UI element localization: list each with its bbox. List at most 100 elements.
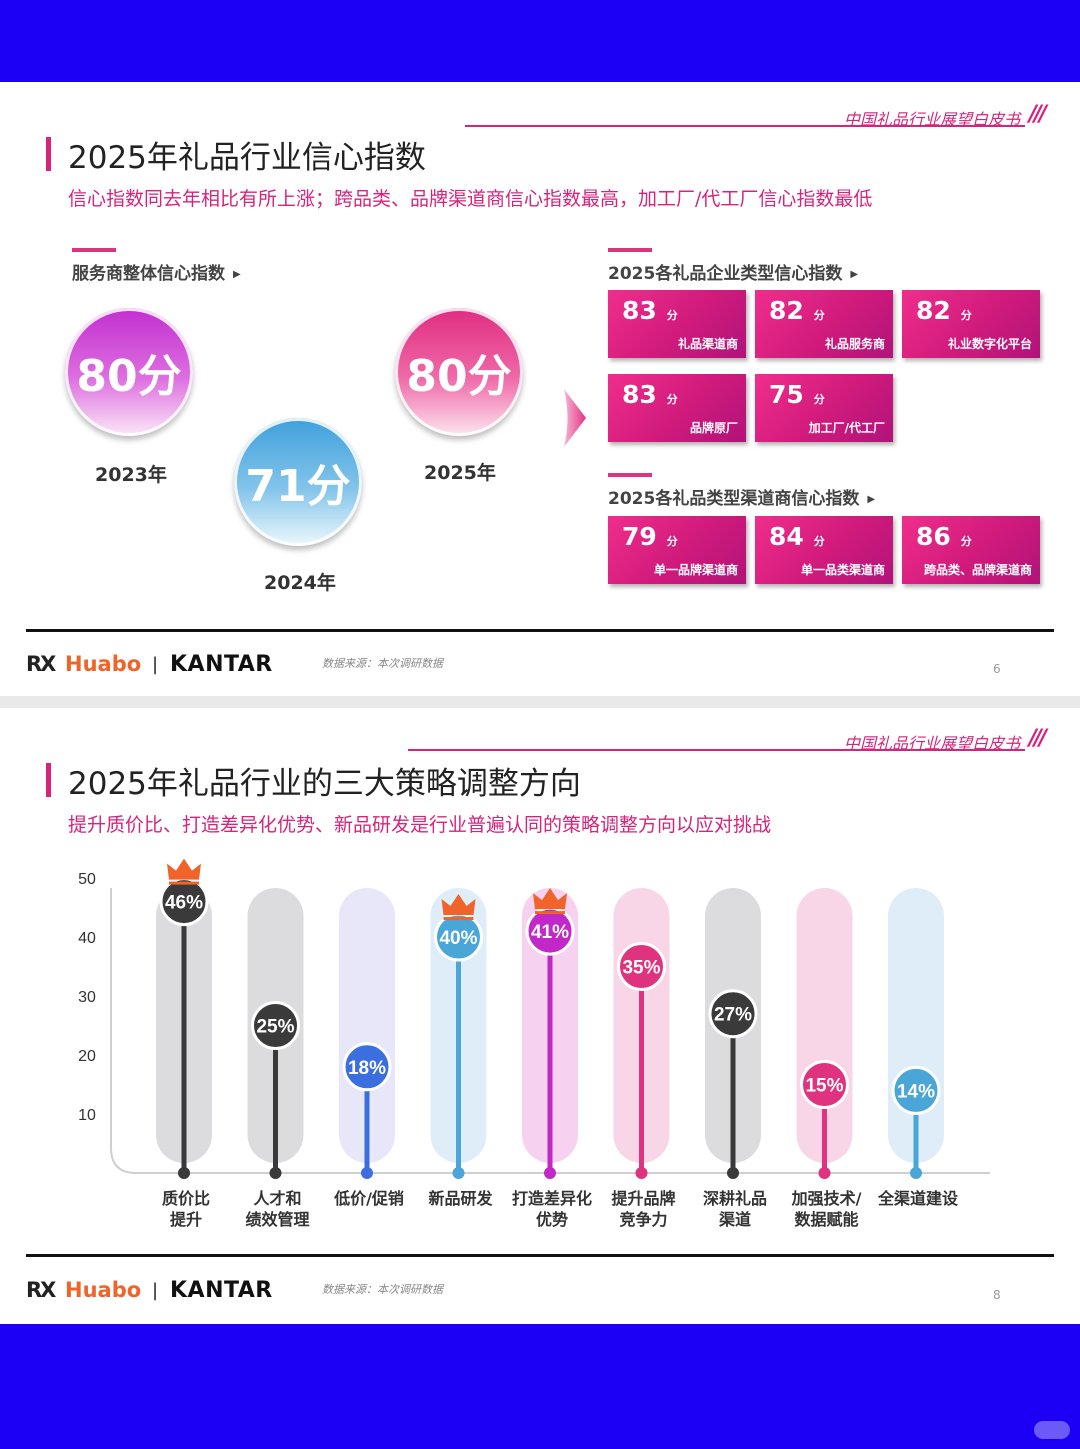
channel-section-label: 2025各礼品类型渠道商信心指数 ▶ xyxy=(608,489,876,509)
card-value: 79 xyxy=(622,522,657,551)
card-unit: 分 xyxy=(666,535,678,548)
category-label: 提升 xyxy=(170,1210,202,1229)
enterprise-card: 75 分 加工厂/代工厂 xyxy=(755,374,893,442)
category-label: 提升品牌 xyxy=(611,1189,675,1208)
category-label: 绩效管理 xyxy=(245,1210,309,1229)
y-tick-label: 40 xyxy=(78,930,96,947)
year-label-2023: 2023年 xyxy=(95,464,167,486)
watermark-badge xyxy=(1034,1421,1070,1439)
huabo-logo: Huabo xyxy=(65,1278,142,1302)
lollipop-head xyxy=(800,1060,849,1109)
data-label: 27% xyxy=(714,1005,752,1026)
data-label: 25% xyxy=(256,1017,294,1038)
category-label: 打造差异化 xyxy=(512,1189,592,1208)
crown-base xyxy=(169,881,199,885)
data-label: 35% xyxy=(622,958,660,979)
enterprise-card: 82 分 礼品服务商 xyxy=(755,290,893,358)
axis-line xyxy=(110,888,990,1174)
title-accent-bar xyxy=(46,137,51,171)
y-tick-label: 10 xyxy=(78,1107,96,1124)
crown-icon xyxy=(441,894,476,915)
header-rule xyxy=(408,749,1025,751)
card-label: 单一品类渠道商 xyxy=(800,563,885,577)
data-label: 46% xyxy=(165,893,203,914)
score-circle-2023: 80分 xyxy=(65,308,193,436)
card-label: 礼业数字化平台 xyxy=(947,337,1032,351)
crown-icon xyxy=(533,888,567,910)
brand-slashes: /// xyxy=(1028,102,1047,127)
baseline-dot xyxy=(269,1167,282,1179)
header-rule xyxy=(465,125,1025,127)
y-tick-label: 20 xyxy=(78,1048,96,1065)
year-label-2024: 2024年 xyxy=(264,572,336,594)
section-tick xyxy=(608,248,652,252)
category-label: 竞争力 xyxy=(619,1210,667,1229)
crown-icon xyxy=(167,858,201,880)
category-label: 加强技术/ xyxy=(791,1189,862,1208)
y-tick-label: 30 xyxy=(78,989,96,1006)
card-label: 礼品服务商 xyxy=(824,337,885,351)
crown-base xyxy=(535,911,565,915)
data-source: 数据来源：本次调研数据 xyxy=(322,657,443,670)
category-label: 全渠道建设 xyxy=(877,1189,959,1208)
data-label: 18% xyxy=(348,1058,386,1079)
channel-card: 86 分 跨品类、品牌渠道商 xyxy=(902,516,1040,584)
card-value: 83 xyxy=(622,296,657,325)
page-number: 6 xyxy=(993,662,1001,676)
title-accent-bar xyxy=(46,763,51,797)
score-circle-2024: 71分 xyxy=(234,418,362,546)
category-label: 质价比 xyxy=(162,1189,210,1208)
card-unit: 分 xyxy=(666,309,678,322)
kantar-logo: KANTAR xyxy=(170,1278,273,1303)
crown-base xyxy=(443,917,474,920)
data-label: 40% xyxy=(439,928,477,949)
enterprise-section-label: 2025各礼品企业类型信心指数 ▶ xyxy=(608,264,859,284)
brand-slashes: /// xyxy=(1028,726,1047,751)
channel-card: 84 分 单一品类渠道商 xyxy=(755,516,893,584)
baseline-dot xyxy=(818,1167,831,1179)
lollipop-head xyxy=(342,1042,392,1092)
baseline-dot xyxy=(635,1167,648,1179)
data-label: 41% xyxy=(531,922,569,943)
lollipop-head xyxy=(891,1065,941,1115)
section-tick xyxy=(608,473,652,477)
card-label: 礼品渠道商 xyxy=(677,337,738,351)
card-value: 75 xyxy=(769,380,804,409)
enterprise-card: 83 分 礼品渠道商 xyxy=(608,290,746,358)
baseline-dot xyxy=(178,1167,190,1179)
card-unit: 分 xyxy=(813,535,825,548)
huabo-logo: Huabo xyxy=(65,652,142,676)
rx-logo: RX xyxy=(26,1278,56,1302)
category-label: 数据赋能 xyxy=(794,1210,858,1229)
enterprise-card: 82 分 礼业数字化平台 xyxy=(902,290,1040,358)
card-value: 86 xyxy=(916,522,951,551)
overall-section-label: 服务商整体信心指数 ▶ xyxy=(72,264,241,284)
page-title: 2025年礼品行业的三大策略调整方向 xyxy=(68,766,581,802)
slide-strategy: 中国礼品行业展望白皮书 /// 2025年礼品行业的三大策略调整方向 提升质价比… xyxy=(0,708,1080,1324)
card-value: 82 xyxy=(769,296,804,325)
footer-rule xyxy=(26,1254,1054,1257)
card-value: 82 xyxy=(916,296,951,325)
section-tick xyxy=(72,248,116,252)
card-label: 品牌原厂 xyxy=(689,421,738,435)
card-label: 加工厂/代工厂 xyxy=(808,421,885,435)
page-subtitle: 信心指数同去年相比有所上涨；跨品类、品牌渠道商信心指数最高，加工厂/代工厂信心指… xyxy=(68,188,873,210)
score-circle-2025: 80分 xyxy=(395,308,523,436)
channel-card: 79 分 单一品牌渠道商 xyxy=(608,516,746,584)
data-label: 15% xyxy=(805,1076,843,1097)
rx-logo: RX xyxy=(26,652,56,676)
slide-gap xyxy=(0,696,1080,708)
caret-right-icon: ▶ xyxy=(850,268,859,280)
footer-rule xyxy=(26,629,1054,632)
card-unit: 分 xyxy=(813,393,825,406)
category-label: 新品研发 xyxy=(428,1189,493,1208)
slide-confidence-index: 中国礼品行业展望白皮书 /// 2025年礼品行业信心指数 信心指数同去年相比有… xyxy=(0,82,1080,696)
year-label-2025: 2025年 xyxy=(424,462,496,484)
data-source: 数据来源：本次调研数据 xyxy=(322,1283,443,1296)
page-number: 8 xyxy=(993,1288,1001,1302)
data-label: 14% xyxy=(897,1081,935,1102)
baseline-dot xyxy=(727,1167,739,1179)
card-unit: 分 xyxy=(666,393,678,406)
category-label: 低价/促销 xyxy=(333,1189,404,1208)
